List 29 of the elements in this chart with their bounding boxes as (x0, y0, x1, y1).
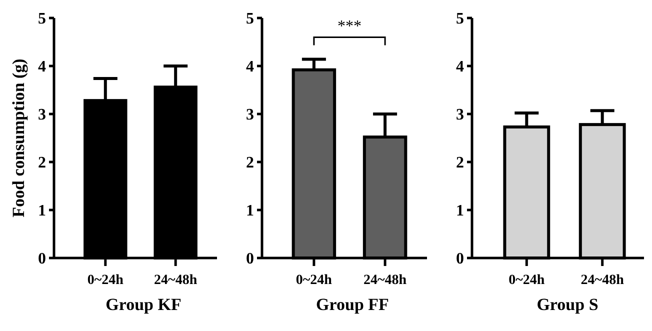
x-axis-title: Group FF (316, 295, 389, 314)
x-tick-label: 24~48h (154, 273, 198, 288)
y-tick-label: 4 (38, 58, 46, 76)
y-tick-label: 5 (38, 10, 46, 28)
annotation: *** (338, 18, 362, 36)
y-tick-label: 5 (456, 10, 464, 28)
y-tick-label: 5 (246, 10, 254, 28)
x-tick-label: 0~24h (508, 273, 545, 288)
y-tick-label: 1 (246, 202, 254, 220)
x-tick-label: 24~48h (580, 273, 624, 288)
y-tick-label: 2 (246, 154, 254, 172)
y-tick-label: 2 (38, 154, 46, 172)
y-tick-label: 3 (38, 106, 46, 124)
y-tick-label: 0 (246, 250, 254, 268)
y-tick-label: 3 (246, 106, 254, 124)
y-tick-label: 0 (38, 250, 46, 268)
y-tick-label: 1 (456, 202, 464, 220)
x-axis-title: Group S (536, 295, 598, 314)
y-axis-title: Food consumption (g) (9, 58, 28, 218)
y-tick-label: 4 (246, 58, 254, 76)
y-tick-label: 1 (38, 202, 46, 220)
y-tick-label: 0 (456, 250, 464, 268)
x-tick-label: 0~24h (87, 273, 124, 288)
y-tick-label: 2 (456, 154, 464, 172)
x-tick-label: 0~24h (296, 273, 332, 288)
x-tick-label: 24~48h (364, 273, 407, 288)
y-tick-label: 3 (456, 106, 464, 124)
y-tick-label: 4 (456, 58, 464, 76)
x-axis-title: Group KF (106, 295, 182, 314)
